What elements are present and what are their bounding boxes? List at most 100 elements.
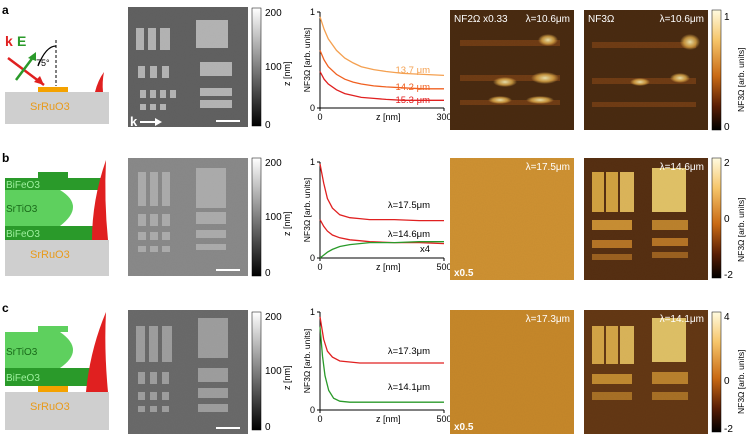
afm-colorbar-a: 200 100 0 z [nm]: [251, 7, 292, 131]
k-label: k: [5, 33, 13, 49]
series-line: [319, 316, 444, 364]
svg-text:-2: -2: [724, 424, 733, 435]
y-tick-label: 1: [310, 7, 315, 17]
y-axis-label: NF3Ω [arb. units]: [302, 28, 312, 92]
svg-text:0: 0: [265, 120, 271, 131]
y-tick-label: 0: [310, 405, 315, 415]
nf-map-b1: λ=17.5μm x0.5: [450, 158, 574, 280]
nf-label-left: NF2Ω x0.33: [454, 14, 508, 25]
svg-text:NF3Ω [arb. units]: NF3Ω [arb. units]: [736, 350, 746, 414]
svg-text:BiFeO3: BiFeO3: [6, 180, 40, 191]
y-tick-label: 0: [310, 103, 315, 113]
line-plot-c: 1 00 500 z [nm] NF3Ω [arb. units] λ=17.3μm λ=1…: [302, 307, 452, 424]
svg-text:λ=14.6μm: λ=14.6μm: [660, 162, 704, 173]
nf-map-c1: λ=17.3μm x0.5: [450, 310, 574, 434]
svg-text:SrTiO3: SrTiO3: [6, 204, 38, 215]
svg-text:4: 4: [724, 312, 730, 323]
svg-text:NF3Ω [arb. units]: NF3Ω [arb. units]: [736, 48, 746, 112]
y-axis-label: NF3Ω [arb. units]: [302, 178, 312, 242]
e-arrowhead-icon: [28, 52, 36, 61]
svg-text:100: 100: [265, 62, 282, 73]
svg-text:SrRuO3: SrRuO3: [30, 401, 70, 413]
x-axis-label: z [nm]: [376, 262, 401, 272]
x-tick-label: 300: [436, 112, 451, 122]
series-label: λ=14.1μm: [388, 382, 430, 393]
y-tick-label: 1: [310, 157, 315, 167]
svg-text:z [nm]: z [nm]: [282, 61, 292, 86]
svg-text:2: 2: [724, 158, 730, 169]
series-label: λ=14.6μm: [388, 229, 430, 240]
angle-arc: [37, 45, 57, 67]
svg-text:SrTiO3: SrTiO3: [6, 347, 38, 358]
afm-k-label: k: [130, 114, 138, 129]
k-arrowhead-icon: [34, 76, 44, 85]
layer-label-sro: SrRuO3: [30, 101, 70, 113]
svg-text:z [nm]: z [nm]: [282, 365, 292, 390]
svg-text:BiFeO3: BiFeO3: [6, 373, 40, 384]
nf-label-left: NF3Ω: [588, 14, 615, 25]
nf-label-right: λ=10.6μm: [660, 14, 704, 25]
series-line: [319, 326, 444, 403]
x-tick-label: 0: [317, 414, 322, 424]
svg-text:0: 0: [724, 214, 730, 225]
nf-colorbar-c: 4 0 -2 NF3Ω [arb. units]: [711, 311, 746, 435]
substrate: [5, 92, 109, 124]
field-lobe: [95, 72, 104, 92]
x-tick-label: 0: [317, 262, 322, 272]
svg-text:0: 0: [724, 376, 730, 387]
e-arrow-icon: [15, 55, 35, 81]
electrode: [38, 87, 68, 92]
nf-map-a1: NF2Ω x0.33 λ=10.6μm: [450, 10, 574, 130]
svg-text:λ=17.5μm: λ=17.5μm: [526, 162, 570, 173]
series-label: 13.7 μm: [395, 65, 430, 76]
svg-text:0: 0: [265, 422, 271, 433]
x-axis-label: z [nm]: [376, 414, 401, 424]
svg-text:200: 200: [265, 312, 282, 323]
svg-text:x0.5: x0.5: [454, 422, 474, 433]
afm-image-c: [128, 310, 248, 434]
line-plot-a: 1 00 300 z [nm] NF3Ω [arb. units] 13.7 μm 14.2…: [302, 7, 452, 122]
afm-colorbar-c: 200 100 0 z [nm]: [251, 311, 292, 433]
x-tick-label: 0: [317, 112, 322, 122]
nf-map-c2: λ=14.1μm: [584, 310, 708, 434]
schematic-b: BiFeO3 SrTiO3 BiFeO3 SrRuO3: [5, 160, 109, 276]
series-label: λ=17.3μm: [388, 346, 430, 357]
nf-map-a2: NF3Ω λ=10.6μm: [584, 10, 708, 130]
y-axis-label: NF3Ω [arb. units]: [302, 329, 312, 393]
panel-label-b: b: [2, 151, 9, 165]
nf-colorbar-a: 1 0 NF3Ω [arb. units]: [711, 9, 746, 133]
svg-text:0: 0: [724, 122, 730, 133]
svg-text:0: 0: [265, 268, 271, 279]
nf-colorbar-b: 2 0 -2 NF3Ω [arb. units]: [711, 157, 746, 281]
svg-text:100: 100: [265, 366, 282, 377]
y-tick-label: 1: [310, 307, 315, 317]
afm-colorbar-b: 200 100 0 z [nm]: [251, 157, 292, 279]
angle-label: 75°: [36, 58, 50, 68]
line-plot-b: 1 00 500 z [nm] NF3Ω [arb. units] λ=17.5μm λ=1…: [302, 157, 452, 272]
series-line: [319, 50, 444, 90]
series-label: 15.3 μm: [395, 95, 430, 106]
panel-label-a: a: [2, 3, 9, 17]
svg-text:x0.5: x0.5: [454, 268, 474, 279]
svg-text:-2: -2: [724, 270, 733, 281]
svg-text:BiFeO3: BiFeO3: [6, 229, 40, 240]
x-tick-label: 500: [436, 262, 451, 272]
series-line: [319, 71, 444, 101]
svg-text:100: 100: [265, 212, 282, 223]
afm-image-a: k: [128, 7, 248, 129]
series-line: [319, 241, 444, 259]
e-label: E: [17, 33, 26, 49]
panel-label-c: c: [2, 301, 9, 315]
schematic-c: SrTiO3 BiFeO3 SrRuO3: [5, 312, 109, 430]
y-tick-label: 0: [310, 253, 315, 263]
afm-image-b: [128, 158, 248, 276]
schematic-a: SrRuO3 k E 75°: [5, 33, 109, 124]
nf-label-right: λ=10.6μm: [526, 14, 570, 25]
series-label: x4: [420, 244, 430, 255]
series-line: [319, 163, 444, 222]
svg-text:200: 200: [265, 8, 282, 19]
x-tick-label: 500: [436, 414, 451, 424]
svg-text:z [nm]: z [nm]: [282, 211, 292, 236]
nf-map-b2: λ=14.6μm: [584, 158, 708, 280]
